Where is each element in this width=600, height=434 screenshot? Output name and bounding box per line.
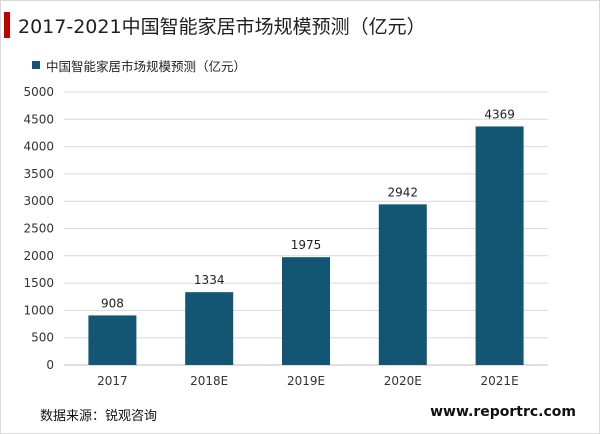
data-label: 1975 xyxy=(291,238,322,252)
x-axis-ticks: 2017 2018E 2019E 2020E 2021E xyxy=(97,374,519,388)
website-link[interactable]: www.reportrc.com xyxy=(430,404,576,420)
title-area: 2017-2021中国智能家居市场规模预测（亿元） xyxy=(0,0,600,48)
data-labels: 908 1334 1975 2942 4369 xyxy=(101,107,515,310)
y-tick-label: 3500 xyxy=(23,167,54,181)
bars xyxy=(88,126,524,365)
x-tick-label: 2018E xyxy=(190,374,228,388)
x-tick-label: 2020E xyxy=(384,374,422,388)
y-tick-label: 4500 xyxy=(23,112,54,126)
y-tick-label: 500 xyxy=(31,331,54,345)
title-accent-bar xyxy=(4,12,10,38)
y-tick-label: 5000 xyxy=(23,85,54,99)
data-label: 1334 xyxy=(194,273,225,287)
y-tick-label: 2000 xyxy=(23,249,54,263)
bar-2017 xyxy=(88,315,137,365)
bar-2018E xyxy=(185,292,234,365)
y-tick-label: 1500 xyxy=(23,276,54,290)
data-label: 2942 xyxy=(388,185,419,199)
bar-2019E xyxy=(282,257,330,365)
legend-swatch xyxy=(32,61,40,69)
data-label: 908 xyxy=(101,296,124,310)
bar-2021E xyxy=(475,126,524,365)
source-note: 数据来源：锐观咨询 xyxy=(40,409,158,424)
grid-lines xyxy=(64,91,548,366)
legend-label: 中国智能家居市场规模预测（亿元） xyxy=(46,58,247,74)
x-tick-label: 2017 xyxy=(97,374,128,388)
legend: 中国智能家居市场规模预测（亿元） xyxy=(32,56,246,74)
y-tick-label: 1000 xyxy=(23,303,54,317)
y-tick-label: 0 xyxy=(46,358,54,372)
x-tick-label: 2021E xyxy=(481,374,519,388)
y-tick-label: 3000 xyxy=(23,194,54,208)
data-label: 4369 xyxy=(484,107,515,121)
y-tick-label: 4000 xyxy=(23,140,54,154)
chart-title: 2017-2021中国智能家居市场规模预测（亿元） xyxy=(18,16,426,38)
x-tick-label: 2019E xyxy=(287,374,325,388)
y-tick-label: 2500 xyxy=(23,222,54,236)
y-axis-ticks: 0 500 1000 1500 2000 2500 3000 3500 4000 4500 5000 xyxy=(23,85,54,372)
bar-2020E xyxy=(378,204,427,365)
